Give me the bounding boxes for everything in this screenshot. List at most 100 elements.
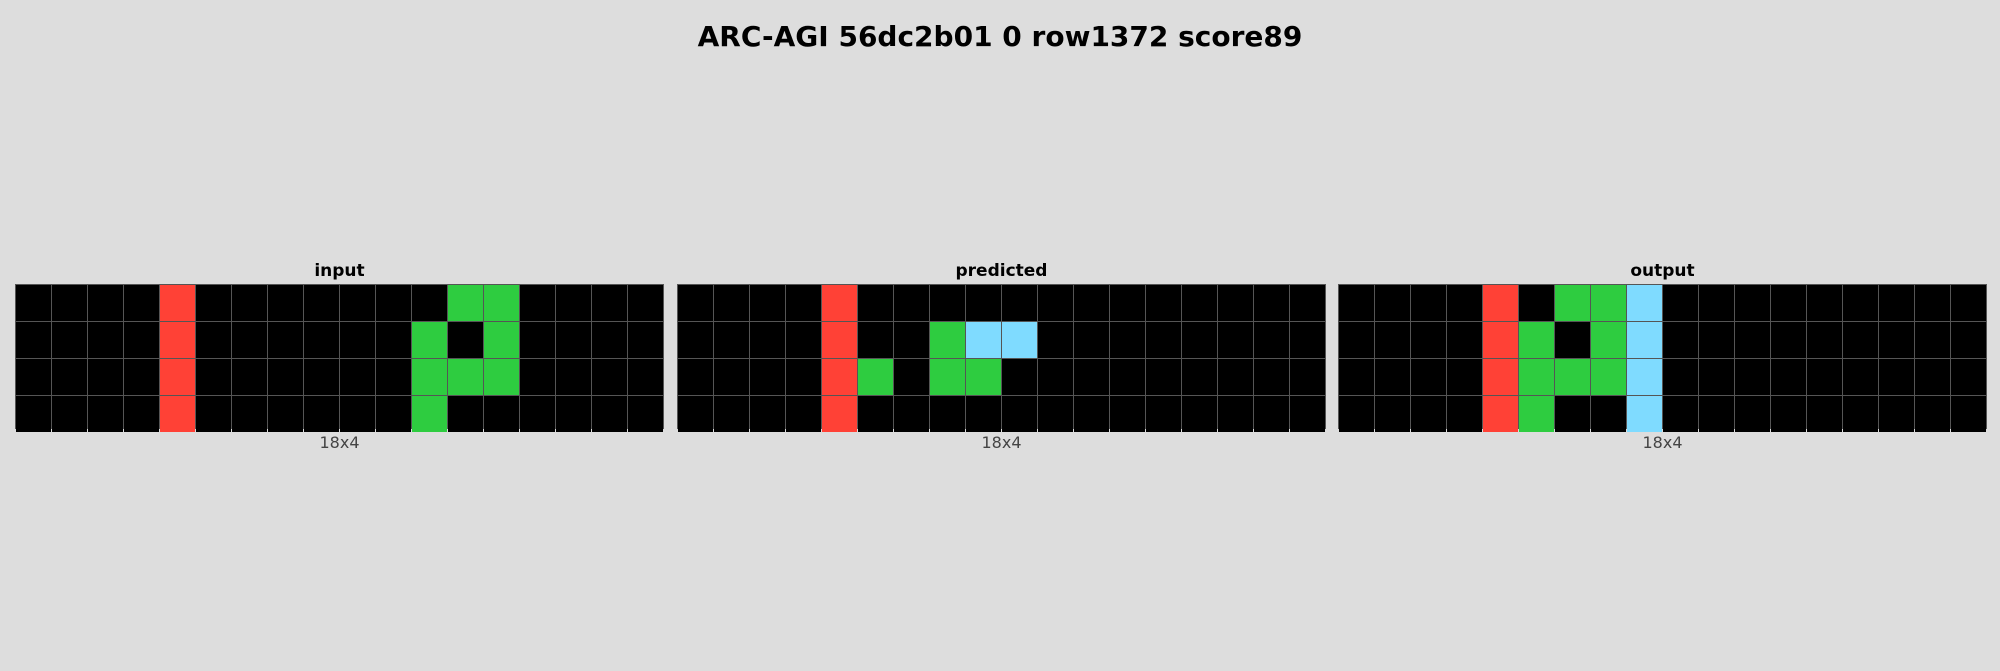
- grid-cell: [678, 322, 713, 358]
- grid-cell: [1339, 359, 1374, 395]
- grid-cell: [1843, 285, 1878, 321]
- grid-cell: [160, 396, 195, 432]
- grid-cell: [1555, 396, 1590, 432]
- grid-cell: [1879, 359, 1914, 395]
- grid-cell: [1771, 285, 1806, 321]
- grid-cell: [1627, 359, 1662, 395]
- grid-cell: [1339, 285, 1374, 321]
- grid-cell: [1951, 359, 1986, 395]
- grid-cell: [930, 359, 965, 395]
- grid-cell: [1447, 322, 1482, 358]
- grid-cell: [1699, 396, 1734, 432]
- grid-cell: [1254, 396, 1289, 432]
- grid-cell: [376, 359, 411, 395]
- grid-cell: [304, 322, 339, 358]
- grid-cell: [1110, 396, 1145, 432]
- grid-cell: [1663, 359, 1698, 395]
- grid-cell: [1483, 322, 1518, 358]
- grid-cell: [1735, 396, 1770, 432]
- grid-cell: [1339, 322, 1374, 358]
- grid-cell: [88, 322, 123, 358]
- grid-cell: [1411, 322, 1446, 358]
- grid-cell: [1555, 322, 1590, 358]
- grid-cell: [1951, 322, 1986, 358]
- panel-title: input: [314, 261, 365, 281]
- grid-cell: [966, 396, 1001, 432]
- grid-cell: [1339, 396, 1374, 432]
- grid-cell: [822, 285, 857, 321]
- grid-cell: [1519, 322, 1554, 358]
- grid-cell: [1182, 285, 1217, 321]
- grid-cell: [1038, 396, 1073, 432]
- grid-cell: [1915, 285, 1950, 321]
- predicted-grid: [677, 284, 1326, 432]
- grid-cell: [412, 322, 447, 358]
- grid-cell: [1411, 285, 1446, 321]
- grid-cell: [894, 285, 929, 321]
- grid-cell: [448, 396, 483, 432]
- grid-cell: [1699, 285, 1734, 321]
- grid-cell: [786, 396, 821, 432]
- grid-cell: [1218, 322, 1253, 358]
- grid-cell: [1699, 322, 1734, 358]
- grid-cell: [1771, 322, 1806, 358]
- grid-cell: [678, 285, 713, 321]
- grid-dimensions: 18x4: [981, 433, 1022, 452]
- grid-cell: [1915, 396, 1950, 432]
- grid-cell: [1375, 285, 1410, 321]
- grid-cell: [592, 359, 627, 395]
- grid-cell: [894, 396, 929, 432]
- grid-cell: [232, 396, 267, 432]
- grid-cell: [1807, 359, 1842, 395]
- grid-cell: [16, 359, 51, 395]
- grid-dimensions: 18x4: [1642, 433, 1683, 452]
- grid-cell: [232, 322, 267, 358]
- grid-cell: [124, 322, 159, 358]
- grid-cell: [520, 396, 555, 432]
- grid-cell: [1807, 396, 1842, 432]
- grid-cell: [1146, 322, 1181, 358]
- output-grid: [1338, 284, 1987, 432]
- grid-cell: [1483, 285, 1518, 321]
- grid-cell: [714, 396, 749, 432]
- grid-cell: [1002, 359, 1037, 395]
- grid-cell: [1843, 322, 1878, 358]
- grid-cell: [1843, 396, 1878, 432]
- grid-cell: [1663, 396, 1698, 432]
- grid-cell: [52, 359, 87, 395]
- grid-cell: [1663, 285, 1698, 321]
- grid-cell: [678, 396, 713, 432]
- grid-cell: [1735, 285, 1770, 321]
- grid-cell: [1447, 359, 1482, 395]
- grid-cell: [268, 396, 303, 432]
- grid-cell: [822, 359, 857, 395]
- grid-cell: [1146, 396, 1181, 432]
- grid-cell: [858, 396, 893, 432]
- grid-cell: [822, 396, 857, 432]
- grid-cell: [1663, 322, 1698, 358]
- grid-cell: [786, 359, 821, 395]
- grid-cell: [124, 285, 159, 321]
- grid-cell: [1411, 359, 1446, 395]
- grid-cell: [1074, 322, 1109, 358]
- grid-cell: [484, 396, 519, 432]
- grid-cell: [1074, 285, 1109, 321]
- grid-cell: [484, 359, 519, 395]
- grid-cell: [858, 285, 893, 321]
- grid-cell: [196, 396, 231, 432]
- grid-cell: [1627, 322, 1662, 358]
- grid-cell: [1411, 396, 1446, 432]
- grid-cell: [1218, 396, 1253, 432]
- grid-cell: [628, 396, 663, 432]
- grid-cell: [304, 396, 339, 432]
- grid-cell: [520, 359, 555, 395]
- grid-cell: [1879, 396, 1914, 432]
- input-grid: [15, 284, 664, 432]
- predicted-panel: predicted 18x4: [677, 258, 1326, 452]
- grid-cell: [930, 285, 965, 321]
- grid-cell: [1038, 285, 1073, 321]
- grid-cell: [1483, 396, 1518, 432]
- grid-cell: [88, 359, 123, 395]
- grid-cell: [1699, 359, 1734, 395]
- grid-cell: [1038, 322, 1073, 358]
